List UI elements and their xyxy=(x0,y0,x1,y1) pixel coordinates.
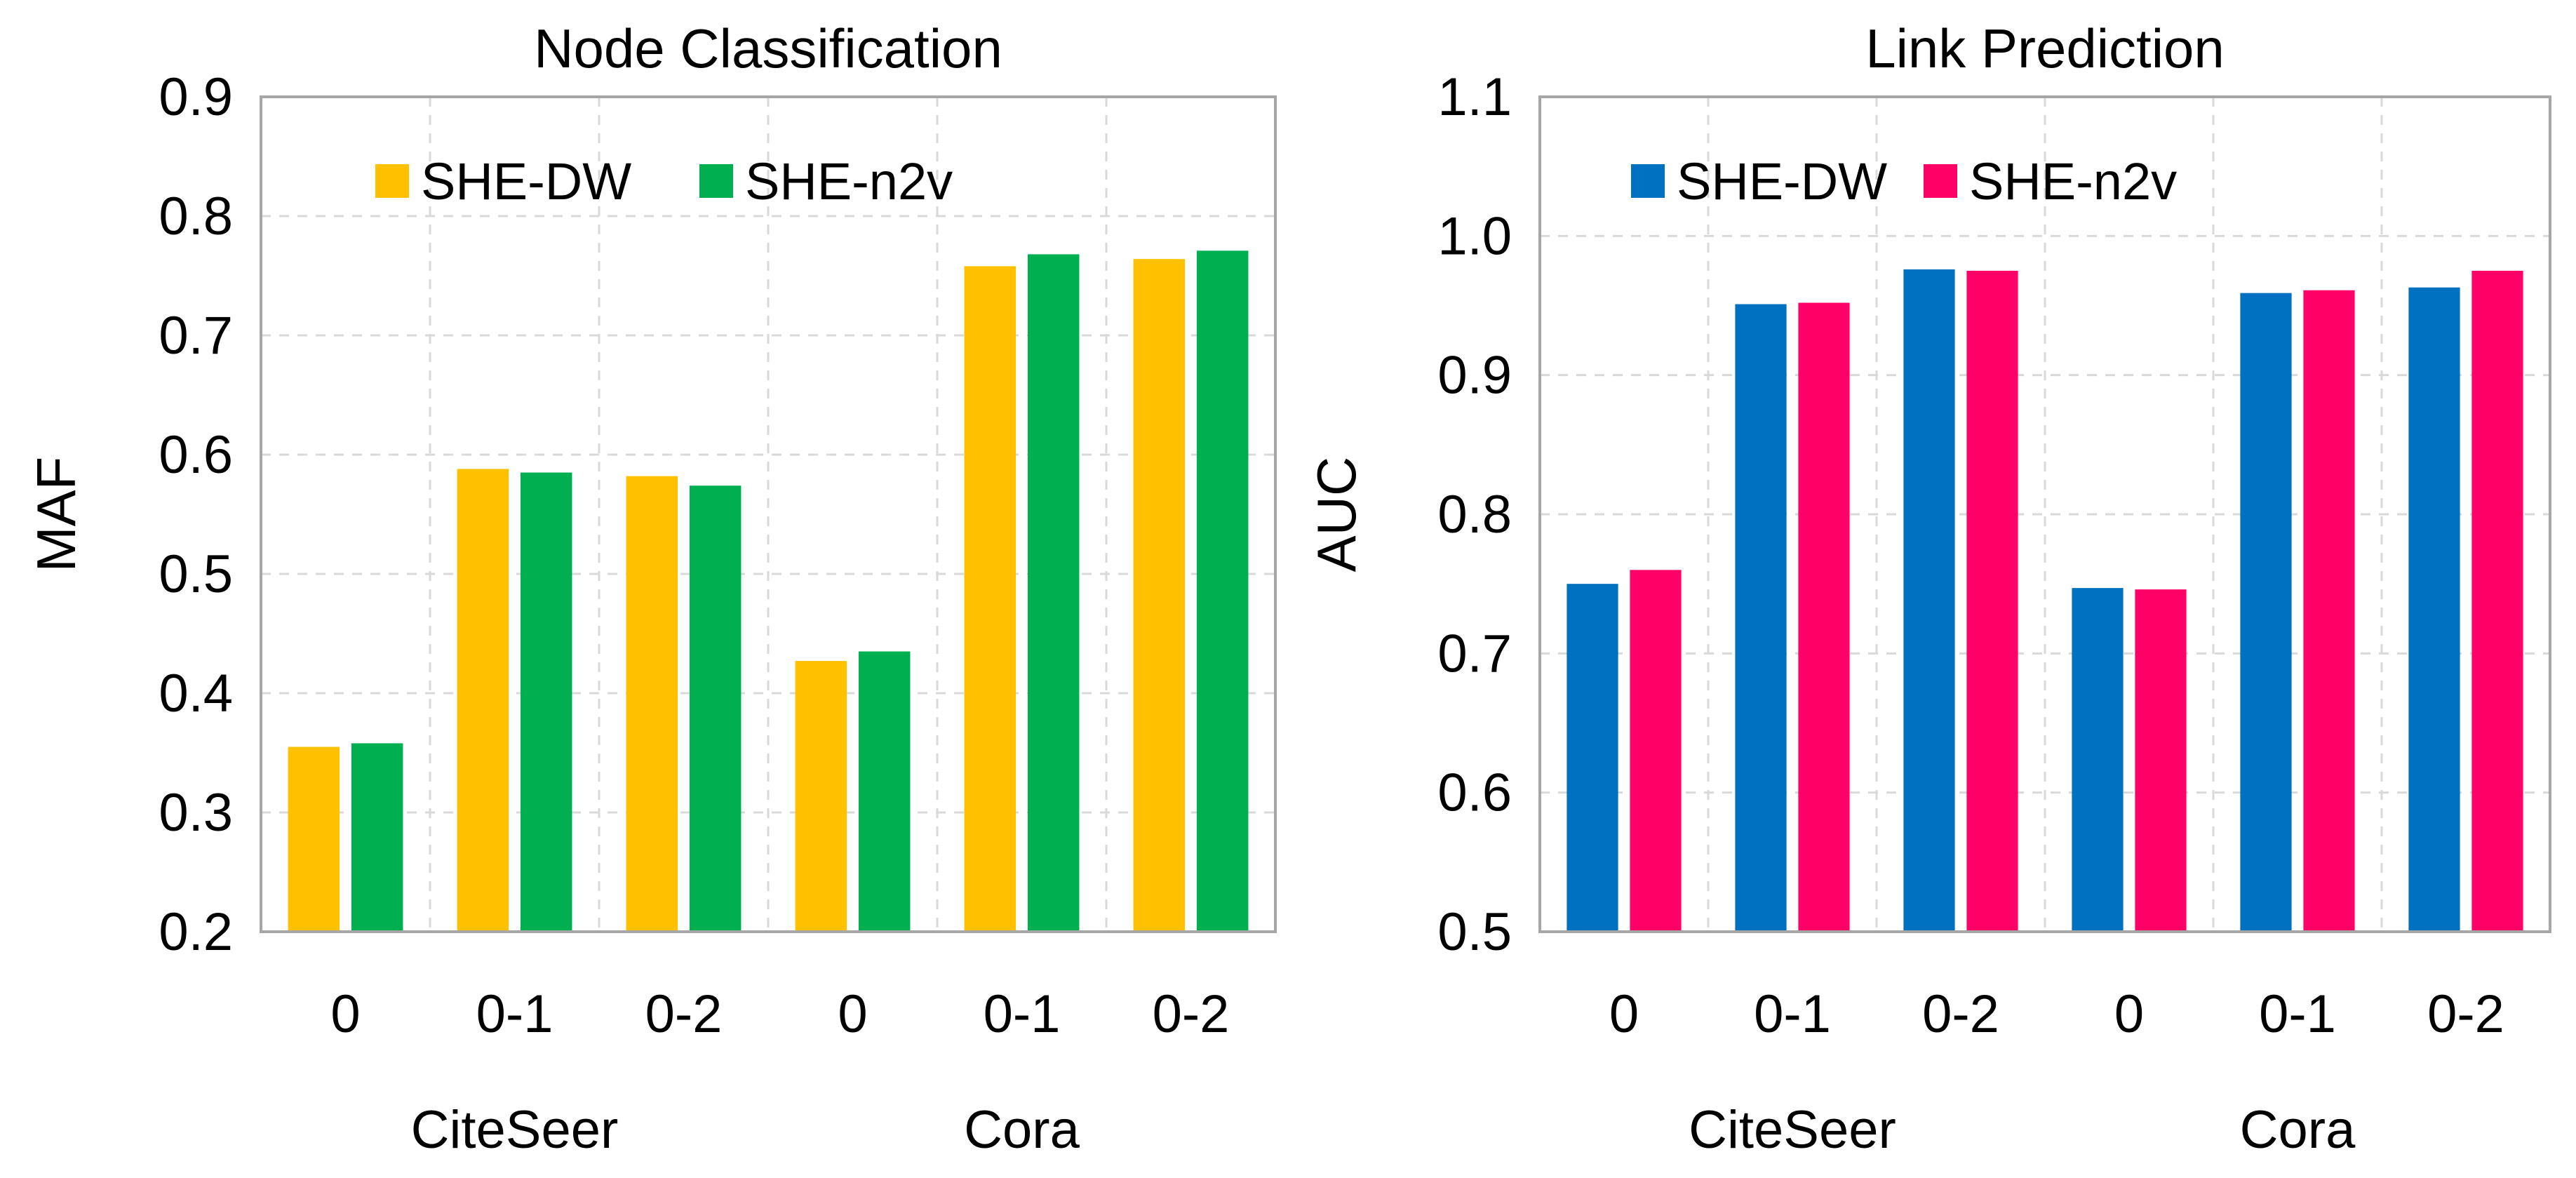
y-tick-label: 0.7 xyxy=(159,306,233,366)
y-tick-label: 0.4 xyxy=(159,664,233,723)
bar-she-dw-4 xyxy=(964,266,1017,932)
x-tick-label: 0 xyxy=(838,984,867,1044)
y-axis-label: MAF xyxy=(25,457,87,573)
bar-she-dw-2 xyxy=(626,476,678,932)
bar-she-n2v-1 xyxy=(1798,302,1850,932)
legend-swatch-she-n2v xyxy=(699,164,733,198)
bar-she-n2v-4 xyxy=(2303,290,2355,932)
x-tick-label: 0-2 xyxy=(1153,984,1230,1044)
legend-swatch-she-dw xyxy=(1631,164,1665,198)
group-label: Cora xyxy=(964,1100,1080,1160)
x-tick-label: 0 xyxy=(2114,984,2144,1044)
y-tick-label: 1.1 xyxy=(1437,67,1512,127)
bar-she-dw-1 xyxy=(457,469,509,932)
plot-frame xyxy=(260,95,1277,933)
y-tick-label: 0.6 xyxy=(1437,763,1512,823)
y-tick-label: 0.8 xyxy=(1437,485,1512,544)
bar-she-n2v-0 xyxy=(351,743,403,932)
x-tick-label: 0 xyxy=(330,984,360,1044)
x-tick-label: 0-1 xyxy=(1754,984,1831,1044)
legend-label: SHE-n2v xyxy=(745,152,953,210)
group-label: CiteSeer xyxy=(411,1100,619,1160)
y-tick-label: 1.0 xyxy=(1437,206,1512,266)
bar-she-dw-2 xyxy=(1903,269,1955,932)
group-label: CiteSeer xyxy=(1689,1100,1896,1160)
bar-she-dw-3 xyxy=(795,661,847,932)
bar-she-dw-0 xyxy=(288,747,340,932)
chart-title: Node Classification xyxy=(534,18,1002,79)
y-tick-label: 0.8 xyxy=(159,187,233,246)
y-tick-label: 0.5 xyxy=(159,544,233,604)
x-tick-label: 0-2 xyxy=(1922,984,1999,1044)
bar-she-n2v-5 xyxy=(2471,270,2523,932)
y-tick-label: 0.9 xyxy=(159,67,233,127)
legend-label: SHE-n2v xyxy=(1969,152,2177,210)
bar-she-n2v-2 xyxy=(689,486,742,932)
bar-she-n2v-1 xyxy=(520,472,572,932)
bar-she-dw-0 xyxy=(1567,584,1618,932)
bar-she-n2v-3 xyxy=(2135,589,2187,932)
plot-frame xyxy=(1538,95,2551,933)
y-axis-label: AUC xyxy=(1306,457,1367,573)
bar-she-n2v-0 xyxy=(1630,570,1682,932)
x-tick-label: 0-2 xyxy=(2427,984,2504,1044)
bar-she-n2v-4 xyxy=(1027,254,1080,932)
legend-label: SHE-DW xyxy=(1677,152,1887,210)
x-tick-label: 0-1 xyxy=(476,984,554,1044)
legend-swatch-she-dw xyxy=(375,164,409,198)
x-tick-label: 0 xyxy=(1609,984,1639,1044)
y-tick-label: 0.2 xyxy=(159,902,233,962)
legend-swatch-she-n2v xyxy=(1924,164,1957,198)
link-prediction-chart: Link Prediction AUC 0.5 0.6 0.7 0.8 0.9 1.0 1.1 0… xyxy=(1306,18,2551,1160)
bar-she-dw-5 xyxy=(1133,259,1186,932)
chart-title: Link Prediction xyxy=(1865,18,2225,79)
y-tick-label: 0.9 xyxy=(1437,346,1512,406)
x-tick-label: 0-1 xyxy=(2259,984,2336,1044)
y-tick-label: 0.3 xyxy=(159,783,233,843)
bar-she-n2v-3 xyxy=(858,651,911,932)
legend-label: SHE-DW xyxy=(421,152,631,210)
bar-she-dw-1 xyxy=(1735,304,1787,932)
bar-she-n2v-5 xyxy=(1196,250,1249,932)
bar-she-dw-5 xyxy=(2408,287,2460,932)
bar-she-n2v-2 xyxy=(1966,270,2018,932)
y-tick-label: 0.5 xyxy=(1437,902,1512,962)
bar-she-dw-3 xyxy=(2072,588,2124,932)
y-tick-label: 0.6 xyxy=(159,425,233,485)
group-label: Cora xyxy=(2240,1100,2356,1160)
y-tick-label: 0.7 xyxy=(1437,624,1512,683)
node-classification-chart: Node Classification MAF 0.2 0.3 0.4 0.5 0.6 0.7… xyxy=(25,18,1277,1160)
x-tick-label: 0-2 xyxy=(645,984,723,1044)
x-tick-label: 0-1 xyxy=(984,984,1061,1044)
bar-she-dw-4 xyxy=(2240,293,2292,932)
